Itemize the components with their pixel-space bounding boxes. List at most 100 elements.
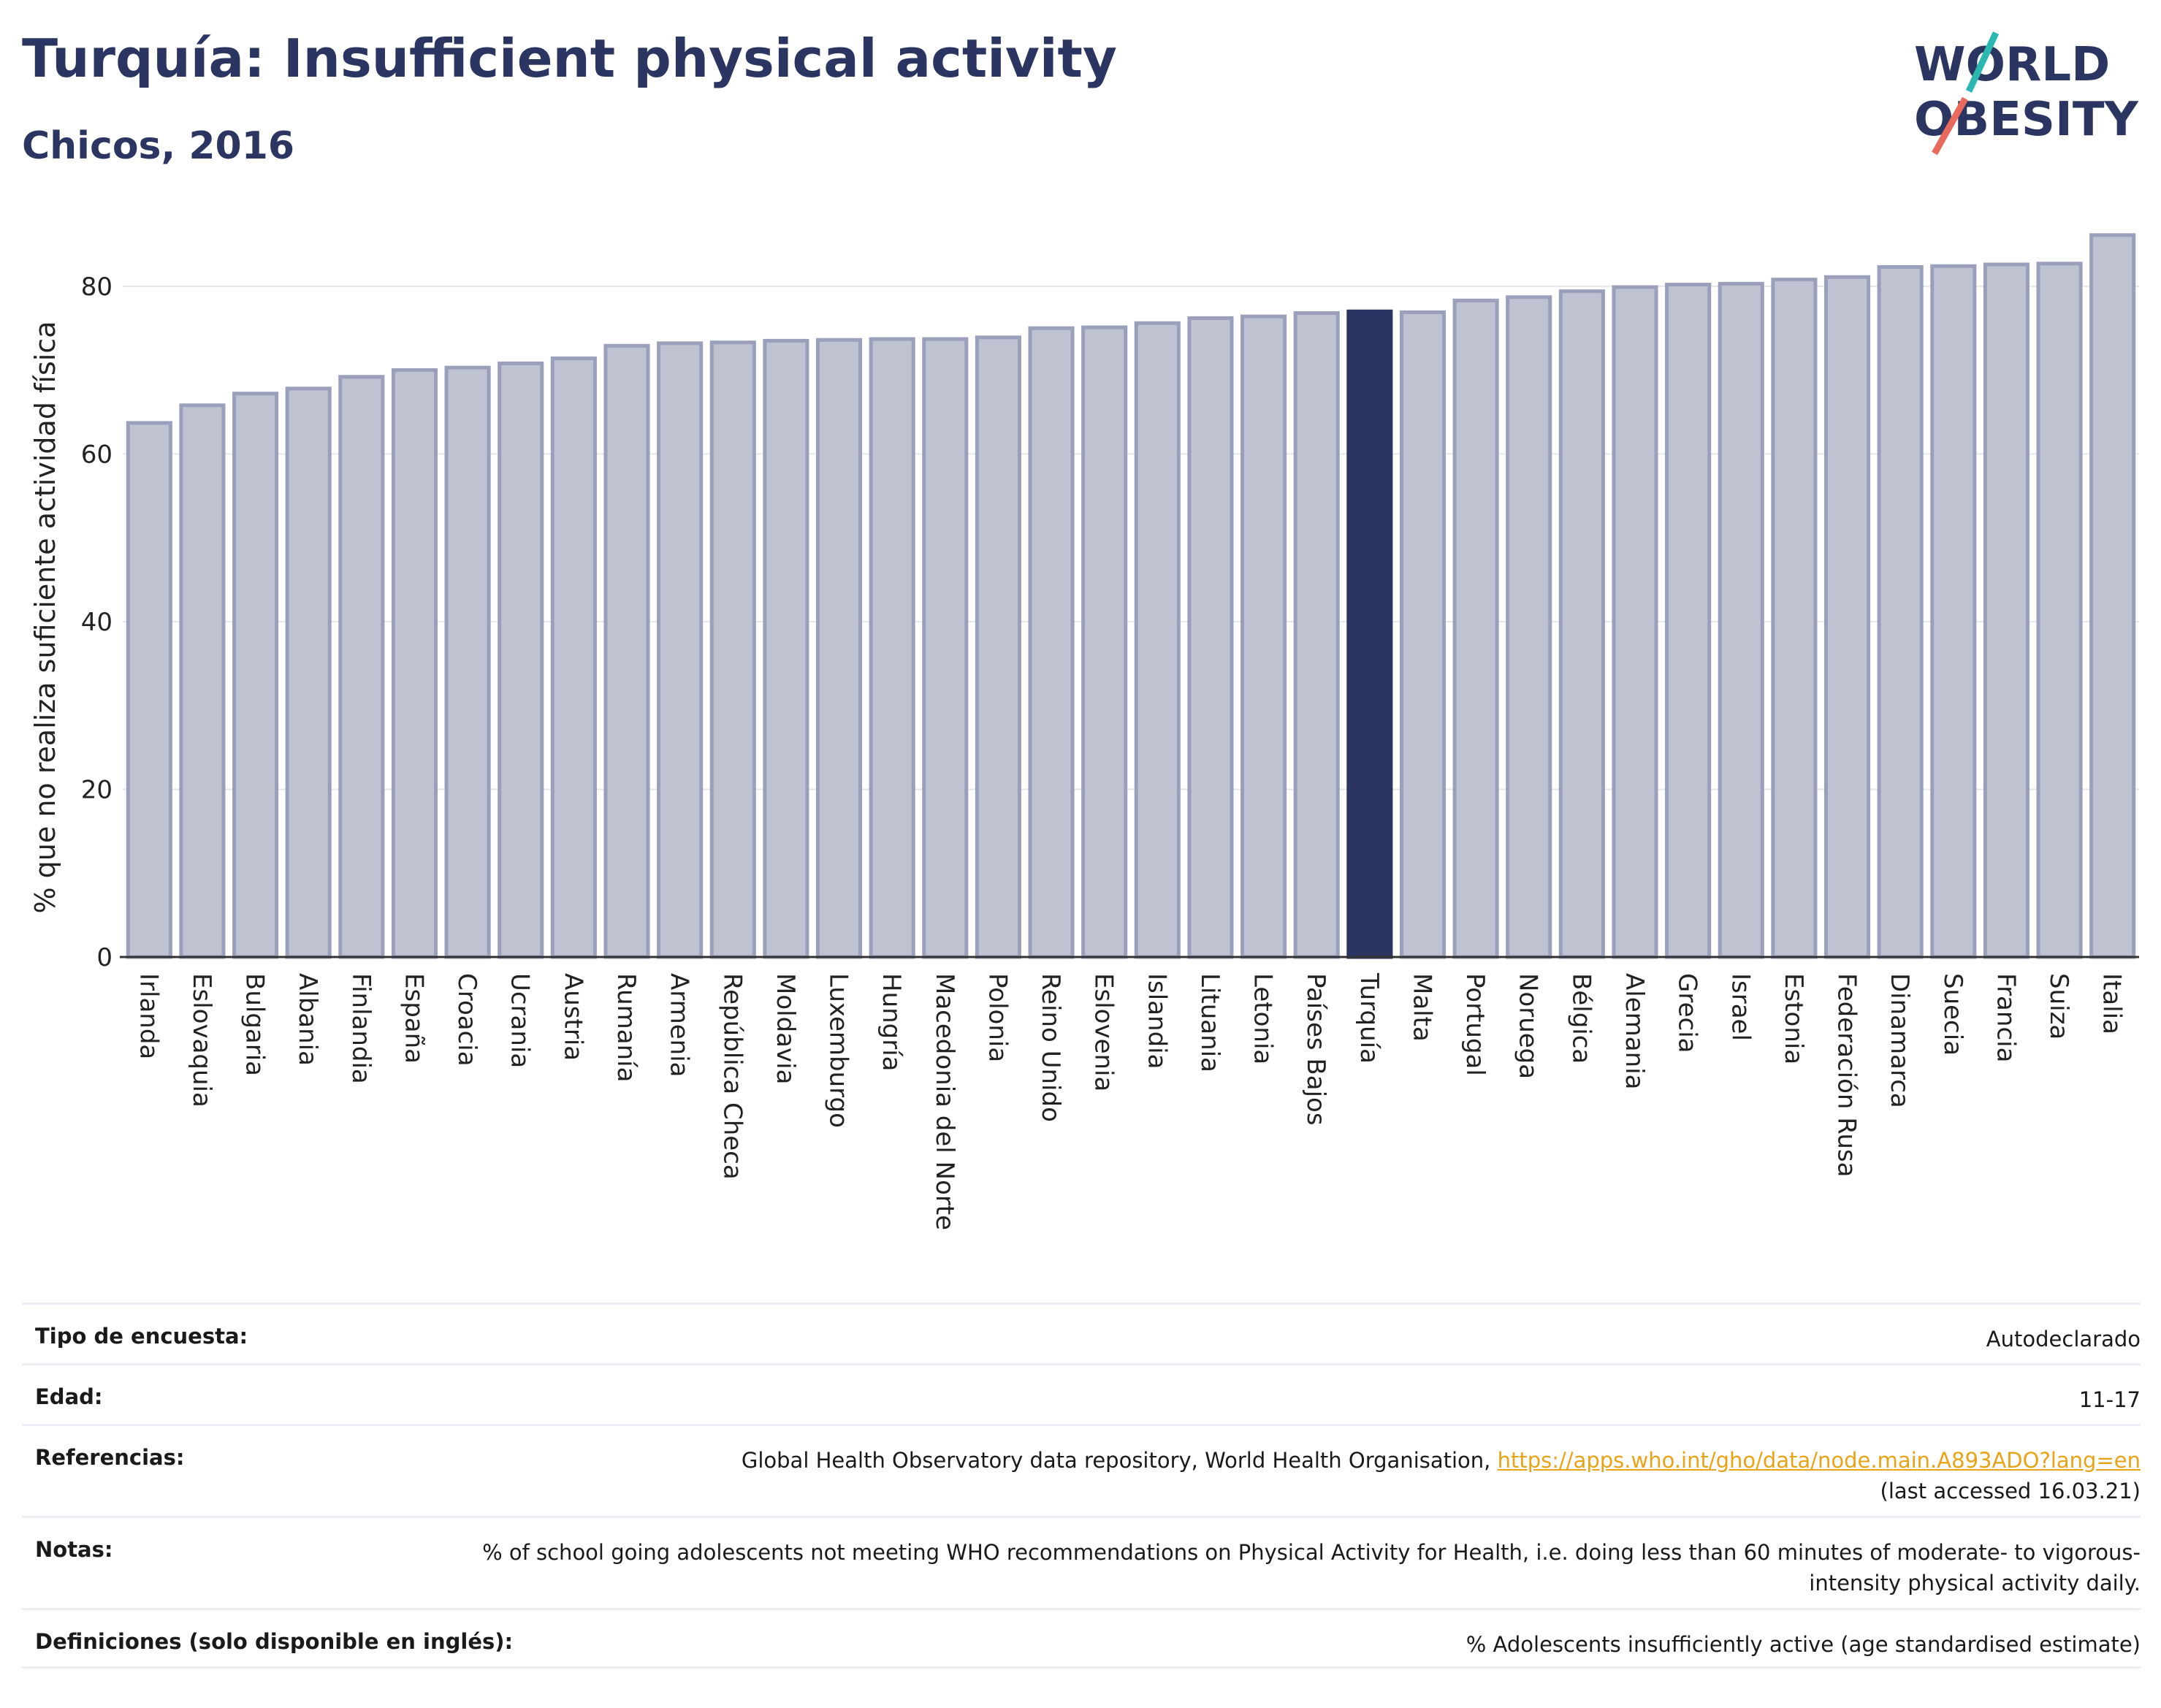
bar-chart: 0 20 40 60 80 Irlanda Eslovaquia Bulgaria Alban… xyxy=(29,233,2139,1230)
bar xyxy=(126,421,172,959)
y-tick-label: 0 xyxy=(96,943,113,972)
page-subtitle: Chicos, 2016 xyxy=(22,124,295,168)
x-tick-label: Irlanda xyxy=(134,973,163,1059)
bar xyxy=(657,341,704,959)
bar xyxy=(869,337,915,959)
x-tick-label: Polonia xyxy=(983,973,1012,1062)
x-tick-label: Suecia xyxy=(1938,973,1967,1056)
y-axis-label: % que no realiza suficiente actividad fí… xyxy=(29,321,61,914)
x-tick-label: Finlandia xyxy=(346,973,376,1084)
x-tick-label: Países Bajos xyxy=(1301,973,1330,1126)
x-tick-label: Bélgica xyxy=(1566,973,1596,1064)
bar-highlighted xyxy=(1346,309,1393,959)
x-tick-label: Eslovaquia xyxy=(187,973,216,1107)
bar xyxy=(498,361,544,959)
logo-text-world: WORLD xyxy=(1914,38,2110,92)
info-table: Tipo de encuesta: Autodeclarado Edad: 11… xyxy=(22,1303,2141,1669)
bar xyxy=(1399,310,1447,959)
bar xyxy=(1930,264,1977,959)
notes-value: % of school going adolescents not meetin… xyxy=(482,1540,2141,1595)
info-row-notes: Notas: % of school going adolescents not… xyxy=(22,1516,2141,1608)
bar xyxy=(550,357,597,959)
bar xyxy=(1134,321,1181,959)
bar xyxy=(1506,295,1552,959)
references-link[interactable]: https://apps.who.int/gho/data/node.main.… xyxy=(1497,1448,2141,1473)
x-tick-label: Albania xyxy=(293,973,322,1066)
bar xyxy=(709,340,756,959)
bar xyxy=(391,368,438,959)
bar xyxy=(1293,311,1340,959)
info-row-age: Edad: 11-17 xyxy=(22,1363,2141,1424)
references-accessed: (last accessed 16.03.21) xyxy=(1880,1479,2141,1503)
y-tick-label: 60 xyxy=(81,440,113,469)
page-title: Turquía: Insufficient physical activity xyxy=(22,28,1117,89)
x-tick-label: Italia xyxy=(2097,973,2127,1034)
x-tick-label: Turquía xyxy=(1354,972,1384,1064)
x-tick-label: Israel xyxy=(1726,973,1755,1041)
info-row-survey-type: Tipo de encuesta: Autodeclarado xyxy=(22,1303,2141,1363)
bar xyxy=(1612,285,1658,959)
x-tick-label: Austria xyxy=(558,973,587,1061)
bar xyxy=(1452,298,1499,959)
bar xyxy=(1558,289,1605,959)
survey-type-value: Autodeclarado xyxy=(1986,1327,2141,1351)
bar xyxy=(763,338,809,959)
x-tick-label: Malta xyxy=(1407,973,1436,1042)
definitions-label: Definiciones (solo disponible en inglés)… xyxy=(35,1629,514,1654)
bar xyxy=(179,403,226,959)
references-text: Global Health Observatory data repositor… xyxy=(741,1448,1491,1473)
x-tick-label: Croacia xyxy=(452,973,481,1067)
age-label: Edad: xyxy=(35,1384,103,1409)
x-tick-label: Suiza xyxy=(2044,973,2073,1040)
references-label: Referencias: xyxy=(35,1445,185,1470)
survey-type-label: Tipo de encuesta: xyxy=(35,1324,248,1349)
x-tick-label: Portugal xyxy=(1460,973,1490,1076)
bars xyxy=(126,233,2136,959)
x-tick-label: Alemania xyxy=(1620,973,1649,1089)
bar xyxy=(1187,316,1234,959)
x-tick-label: Lituania xyxy=(1195,973,1224,1072)
bar xyxy=(232,392,279,959)
bar xyxy=(603,343,650,959)
x-tick-label: República Checa xyxy=(717,973,747,1180)
x-tick-label: Francia xyxy=(1991,973,2020,1062)
x-tick-label: Bulgaria xyxy=(240,973,270,1076)
bar xyxy=(1665,283,1712,959)
x-tick-label: Letonia xyxy=(1249,973,1278,1064)
bar xyxy=(1983,262,2029,959)
x-tick-label: Hungría xyxy=(877,973,906,1072)
bar xyxy=(444,365,491,959)
age-value: 11-17 xyxy=(2078,1387,2141,1412)
x-tick-label: Luxemburgo xyxy=(824,973,853,1128)
logo-slash-teal xyxy=(1965,31,2000,93)
bar xyxy=(815,338,863,959)
bar xyxy=(1823,275,1871,959)
bar xyxy=(1771,278,1818,959)
bar xyxy=(2036,262,2083,959)
y-axis-ticks: 0 20 40 60 80 xyxy=(81,272,113,972)
bar xyxy=(1240,314,1287,959)
bar xyxy=(285,386,332,959)
x-tick-label: Ucrania xyxy=(506,973,535,1068)
x-axis-labels: Irlanda Eslovaquia Bulgaria Albania Finlandi… xyxy=(134,972,2126,1230)
x-tick-label: Islandia xyxy=(1142,973,1171,1069)
info-row-references: Referencias: Global Health Observatory d… xyxy=(22,1424,2141,1516)
bar xyxy=(1718,281,1764,959)
world-obesity-logo: WORLD OBESITY xyxy=(1914,31,2138,156)
bar xyxy=(338,375,385,959)
bar xyxy=(2089,233,2136,959)
x-tick-label: Reino Unido xyxy=(1036,973,1065,1122)
notes-label: Notas: xyxy=(35,1537,113,1562)
definitions-value: % Adolescents insufficiently active (age… xyxy=(1466,1632,2141,1657)
bar xyxy=(1877,264,1924,959)
x-tick-label: Noruega xyxy=(1514,973,1543,1079)
y-tick-label: 20 xyxy=(81,775,113,804)
x-tick-label: Rumanía xyxy=(611,973,641,1082)
info-row-definitions: Definiciones (solo disponible en inglés)… xyxy=(22,1608,2141,1669)
x-tick-label: Estonia xyxy=(1779,973,1808,1064)
x-tick-label: Macedonia del Norte xyxy=(930,973,959,1230)
y-tick-label: 80 xyxy=(81,272,113,302)
x-tick-label: Grecia xyxy=(1673,973,1702,1053)
x-tick-label: Armenia xyxy=(665,973,694,1078)
x-tick-label: España xyxy=(399,973,428,1064)
